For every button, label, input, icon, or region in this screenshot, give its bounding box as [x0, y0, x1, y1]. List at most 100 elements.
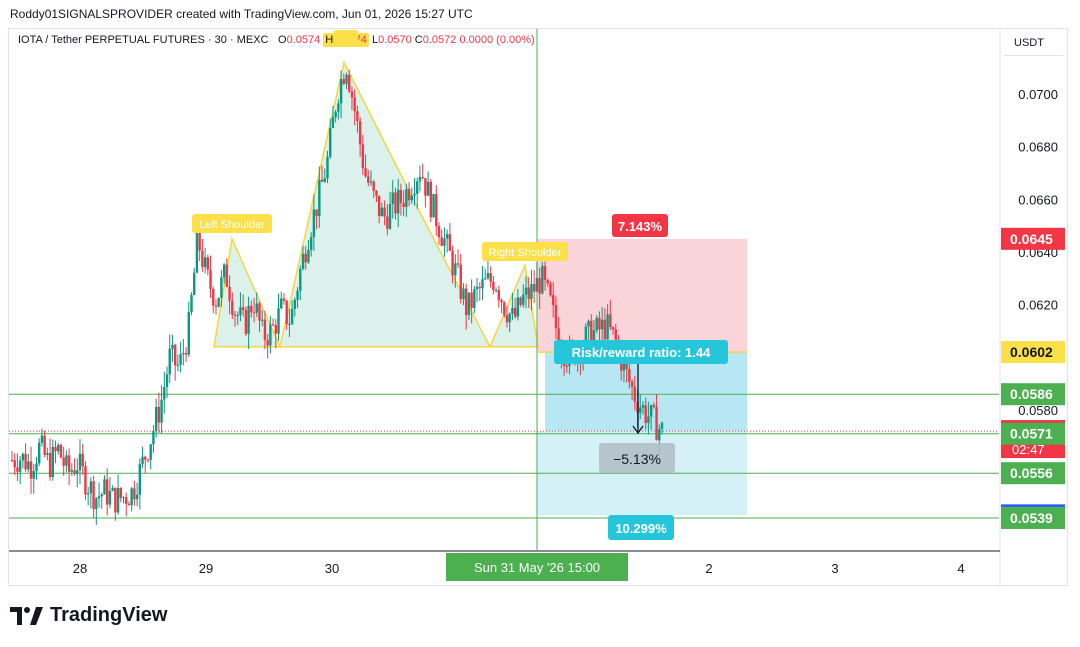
- candle-body[interactable]: [565, 365, 569, 367]
- candle-body[interactable]: [122, 497, 125, 499]
- candle-body[interactable]: [111, 487, 114, 491]
- candle-body[interactable]: [187, 312, 190, 355]
- candle-body[interactable]: [494, 289, 498, 291]
- candle-body[interactable]: [86, 493, 90, 495]
- candle-body[interactable]: [481, 279, 484, 289]
- candle-body[interactable]: [95, 498, 98, 510]
- candle-body[interactable]: [590, 320, 593, 348]
- candle-body[interactable]: [345, 74, 348, 84]
- candle-body[interactable]: [236, 315, 239, 317]
- candle-body[interactable]: [70, 470, 74, 472]
- candle-body[interactable]: [168, 348, 171, 375]
- candle-body[interactable]: [524, 287, 528, 295]
- candle-body[interactable]: [84, 466, 87, 495]
- candle-body[interactable]: [315, 209, 318, 217]
- candle-body[interactable]: [29, 461, 33, 479]
- candle-body[interactable]: [532, 284, 536, 292]
- candle-body[interactable]: [497, 289, 501, 301]
- candle-body[interactable]: [280, 298, 283, 309]
- candle-body[interactable]: [244, 309, 248, 334]
- time-axis[interactable]: 28 29 30 2 3 4: [73, 561, 965, 576]
- candle-body[interactable]: [198, 232, 201, 251]
- candle-body[interactable]: [396, 189, 400, 214]
- candle-body[interactable]: [130, 488, 133, 506]
- candle-body[interactable]: [410, 195, 413, 201]
- candle-body[interactable]: [97, 496, 101, 499]
- target-percent-tag[interactable]: 10.299%: [608, 515, 674, 540]
- candle-body[interactable]: [266, 340, 269, 346]
- candle-body[interactable]: [405, 189, 408, 207]
- candle-body[interactable]: [247, 305, 250, 334]
- symbol-interval[interactable]: 30: [214, 34, 227, 46]
- candle-body[interactable]: [269, 324, 272, 346]
- candle-body[interactable]: [154, 406, 158, 431]
- candle-body[interactable]: [203, 257, 207, 268]
- candle-body[interactable]: [18, 460, 22, 472]
- candle-body[interactable]: [323, 178, 326, 182]
- candle-body[interactable]: [470, 292, 473, 308]
- candle-body[interactable]: [326, 156, 329, 179]
- candle-body[interactable]: [220, 277, 223, 298]
- candle-body[interactable]: [149, 444, 152, 460]
- candle-body[interactable]: [222, 264, 226, 278]
- candle-body[interactable]: [543, 266, 547, 280]
- candle-body[interactable]: [375, 190, 378, 196]
- currency-label[interactable]: USDT: [1004, 30, 1064, 56]
- candle-body[interactable]: [165, 374, 169, 388]
- head-and-shoulders-pattern[interactable]: [213, 60, 539, 350]
- candle-body[interactable]: [500, 300, 503, 303]
- candle-body[interactable]: [367, 176, 370, 183]
- candle-body[interactable]: [628, 369, 631, 382]
- candle-body[interactable]: [59, 445, 63, 458]
- candle-body[interactable]: [201, 250, 204, 268]
- candle-body[interactable]: [228, 286, 231, 301]
- tradingview-logo[interactable]: TradingView: [10, 604, 167, 627]
- candle-body[interactable]: [358, 121, 362, 145]
- candle-body[interactable]: [508, 313, 511, 323]
- candle-body[interactable]: [535, 278, 539, 292]
- candle-body[interactable]: [435, 194, 438, 227]
- candle-body[interactable]: [67, 455, 71, 472]
- candle-body[interactable]: [261, 319, 264, 321]
- candle-body[interactable]: [421, 177, 424, 179]
- candle-body[interactable]: [282, 298, 286, 301]
- candle-body[interactable]: [214, 305, 218, 307]
- candle-body[interactable]: [312, 209, 316, 238]
- candle-body[interactable]: [407, 189, 411, 201]
- candle-body[interactable]: [478, 286, 481, 289]
- candle-body[interactable]: [57, 445, 60, 452]
- candle-body[interactable]: [554, 304, 558, 329]
- candle-body[interactable]: [190, 294, 193, 313]
- candle-body[interactable]: [342, 79, 345, 84]
- candle-body[interactable]: [633, 386, 637, 402]
- candle-body[interactable]: [655, 406, 658, 441]
- candle-body[interactable]: [503, 302, 506, 316]
- candle-body[interactable]: [304, 253, 307, 263]
- candle-body[interactable]: [125, 497, 128, 504]
- candle-body[interactable]: [21, 453, 25, 461]
- candle-body[interactable]: [527, 287, 530, 299]
- candle-body[interactable]: [356, 111, 359, 122]
- candle-body[interactable]: [48, 453, 52, 477]
- candle-body[interactable]: [331, 117, 335, 129]
- candle-body[interactable]: [658, 428, 661, 441]
- candle-body[interactable]: [135, 494, 139, 500]
- candle-body[interactable]: [649, 405, 653, 417]
- candle-body[interactable]: [445, 234, 449, 239]
- candle-body[interactable]: [271, 324, 275, 326]
- candle-body[interactable]: [263, 319, 267, 341]
- candle-body[interactable]: [464, 288, 468, 316]
- candle-body[interactable]: [467, 292, 471, 316]
- candle-body[interactable]: [209, 269, 212, 289]
- candle-body[interactable]: [364, 168, 367, 177]
- candle-body[interactable]: [217, 297, 220, 307]
- candle-body[interactable]: [206, 257, 210, 270]
- candle-body[interactable]: [288, 323, 291, 325]
- candle-body[interactable]: [46, 453, 49, 455]
- candle-body[interactable]: [511, 307, 514, 314]
- candle-body[interactable]: [424, 178, 427, 196]
- candle-body[interactable]: [380, 207, 384, 217]
- candle-body[interactable]: [394, 192, 397, 214]
- candle-body[interactable]: [250, 305, 253, 313]
